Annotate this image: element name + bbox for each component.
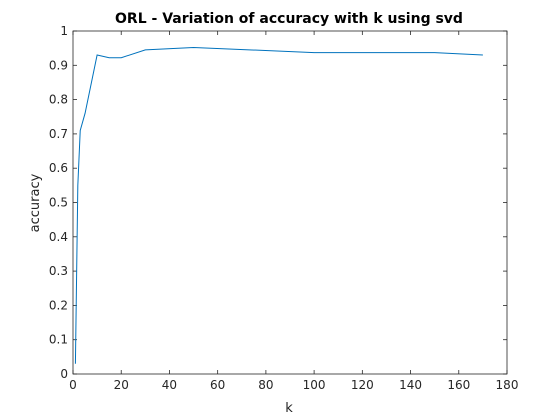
y-tick-label: 0: [60, 367, 68, 381]
chart-title: ORL - Variation of accuracy with k using…: [115, 11, 463, 27]
x-axis-label: k: [285, 401, 293, 416]
y-tick-label: 0.9: [49, 58, 68, 72]
x-tick-label: 80: [258, 378, 273, 392]
y-tick-label: 1: [60, 24, 68, 38]
y-tick-label: 0.6: [49, 161, 68, 175]
y-tick-label: 0.5: [49, 196, 68, 210]
x-tick-label: 40: [162, 378, 177, 392]
x-tick-label: 160: [447, 378, 470, 392]
y-tick-label: 0.8: [49, 93, 68, 107]
axes-box: [72, 30, 508, 375]
x-tick-label: 100: [303, 378, 326, 392]
x-tick-label: 20: [114, 378, 129, 392]
x-tick-label: 140: [399, 378, 422, 392]
x-tick-label: 180: [496, 378, 519, 392]
x-tick-label: 0: [69, 378, 77, 392]
y-tick-label: 0.3: [49, 264, 68, 278]
y-tick-label: 0.2: [49, 298, 68, 312]
x-tick-label: 60: [210, 378, 225, 392]
y-tick-label: 0.7: [49, 127, 68, 141]
y-tick-label: 0.1: [49, 333, 68, 347]
plot-area: 0 20 40 60 80 100 120 140 160 180 0 0.1 0.2 0.3 0.4 0.5…: [49, 24, 519, 392]
y-tick-label: 0.4: [49, 230, 68, 244]
y-axis-label: accuracy: [28, 173, 43, 232]
x-tick-label: 120: [351, 378, 374, 392]
accuracy-series-line: [74, 46, 483, 364]
